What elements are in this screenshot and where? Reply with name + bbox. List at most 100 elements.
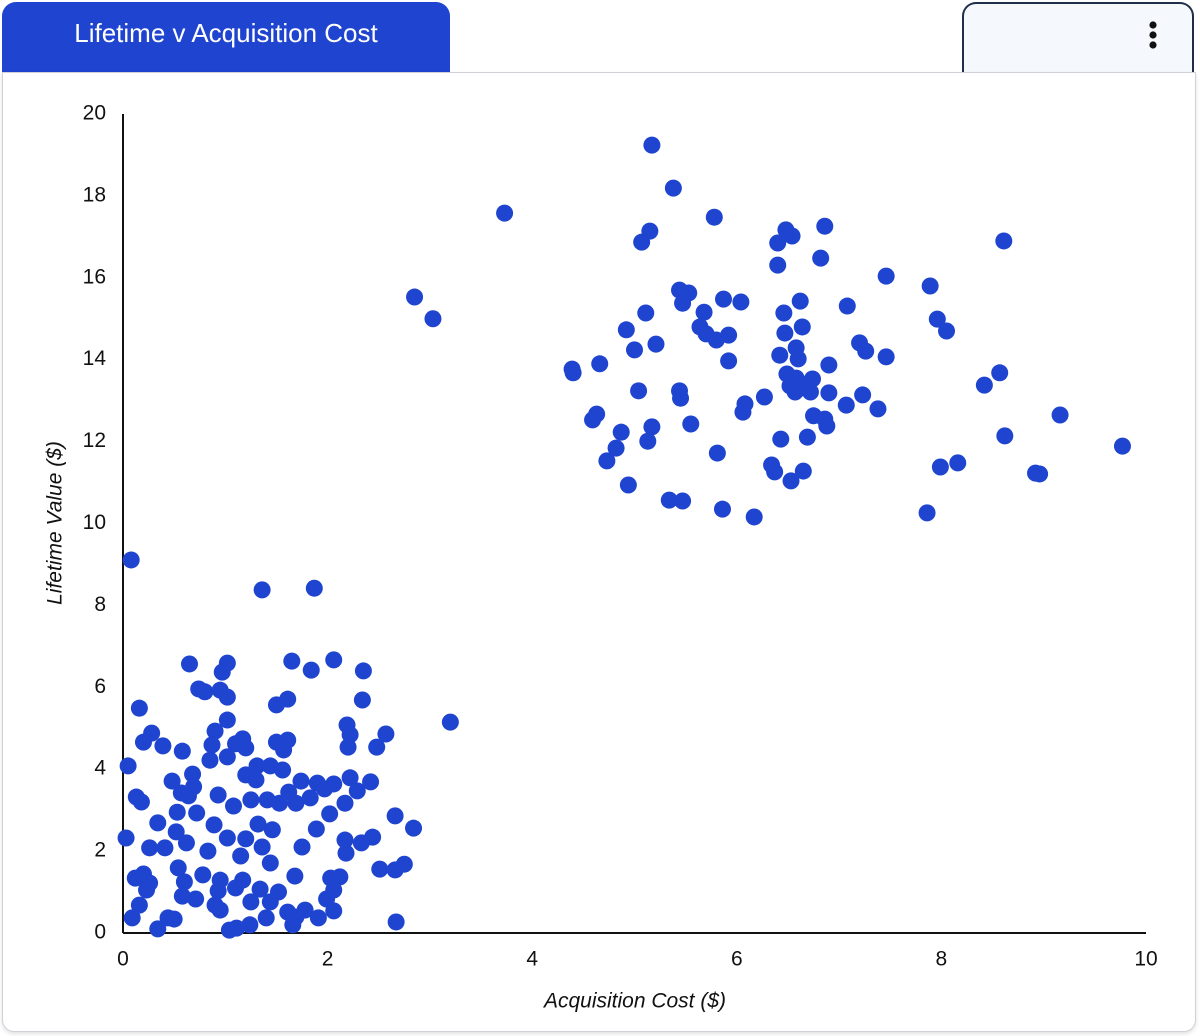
point	[149, 920, 167, 938]
point	[173, 742, 191, 760]
point	[633, 233, 651, 251]
point	[284, 916, 302, 934]
y-tick-label: 4	[94, 757, 106, 780]
point	[117, 829, 135, 847]
point	[187, 890, 205, 908]
point	[218, 688, 236, 706]
y-tick-label: 6	[94, 675, 106, 698]
point	[786, 383, 804, 401]
menu-tab	[962, 2, 1194, 72]
point	[755, 388, 773, 406]
point	[734, 403, 752, 421]
point	[405, 819, 423, 837]
point	[949, 454, 967, 472]
point	[209, 786, 227, 804]
chart-tab[interactable]: Lifetime v Acquisition Cost	[2, 2, 450, 72]
point	[496, 204, 514, 222]
point	[820, 384, 838, 402]
point	[283, 652, 301, 670]
point	[305, 579, 323, 597]
point	[209, 882, 227, 900]
point	[782, 472, 800, 490]
point	[775, 304, 793, 322]
point	[789, 350, 807, 368]
point	[206, 722, 224, 740]
point	[293, 838, 311, 856]
point	[362, 773, 380, 791]
point	[441, 713, 459, 731]
point	[637, 304, 655, 322]
point	[931, 458, 949, 476]
point	[975, 376, 993, 394]
point	[877, 267, 895, 285]
point	[309, 909, 327, 927]
point	[253, 838, 271, 856]
point	[168, 803, 186, 821]
point	[643, 418, 661, 436]
point	[791, 292, 809, 310]
point	[205, 816, 223, 834]
point	[1031, 465, 1049, 483]
point	[837, 396, 855, 414]
point	[720, 352, 738, 370]
point	[141, 839, 159, 857]
point	[241, 916, 259, 934]
point	[869, 400, 887, 418]
point	[130, 896, 148, 914]
point	[237, 739, 255, 757]
point	[167, 823, 185, 841]
point	[660, 491, 678, 509]
x-axis-label: Acquisition Cost ($)	[542, 990, 726, 1013]
point	[275, 741, 293, 759]
point	[619, 476, 637, 494]
y-tick-label: 18	[83, 183, 106, 206]
point	[261, 854, 279, 872]
point	[732, 293, 750, 311]
point	[336, 794, 354, 812]
point	[820, 356, 838, 374]
point	[705, 208, 723, 226]
point	[918, 504, 936, 522]
point	[184, 765, 202, 783]
point	[251, 880, 269, 898]
point	[857, 342, 875, 360]
x-tick-label: 2	[322, 948, 334, 971]
point	[331, 868, 349, 886]
point	[196, 683, 214, 701]
point	[674, 294, 692, 312]
point	[218, 748, 236, 766]
point	[928, 310, 946, 328]
point	[643, 136, 661, 154]
point	[321, 805, 339, 823]
point	[877, 348, 895, 366]
y-tick-label: 0	[94, 921, 106, 944]
point	[695, 303, 713, 321]
point	[325, 651, 343, 669]
point	[387, 913, 405, 931]
point	[169, 859, 187, 877]
y-tick-label: 16	[83, 265, 106, 288]
point	[708, 444, 726, 462]
x-tick-label: 10	[1134, 948, 1157, 971]
point	[253, 581, 271, 599]
point	[336, 831, 354, 849]
point	[132, 793, 150, 811]
point	[242, 893, 260, 911]
x-tick-label: 8	[936, 948, 948, 971]
point	[564, 364, 582, 382]
point	[591, 355, 609, 373]
point	[325, 902, 343, 920]
point	[163, 772, 181, 790]
point	[227, 879, 245, 897]
point	[201, 751, 219, 769]
point	[179, 787, 197, 805]
point	[772, 430, 790, 448]
point	[119, 757, 137, 775]
kebab-menu[interactable]	[1143, 18, 1163, 58]
point	[228, 919, 246, 937]
point	[995, 232, 1013, 250]
point	[639, 432, 657, 450]
point	[175, 873, 193, 891]
